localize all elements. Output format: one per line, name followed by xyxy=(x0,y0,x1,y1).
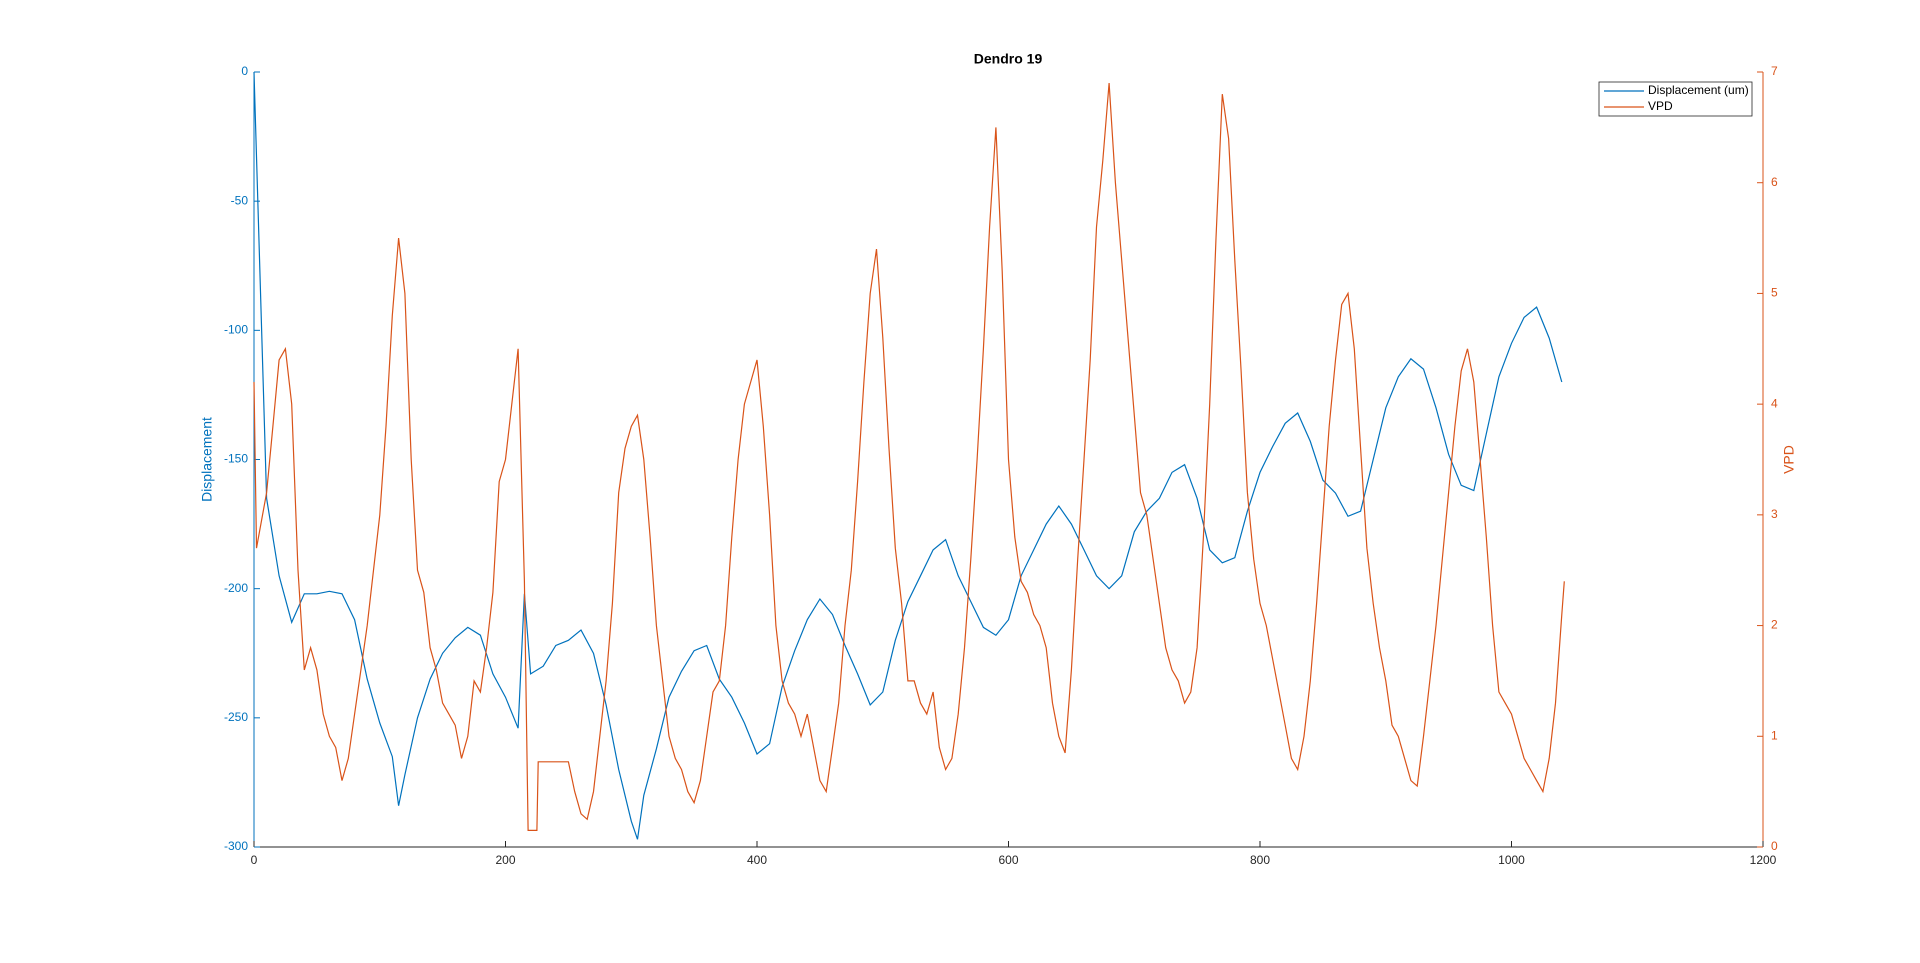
y2-axis-label: VPD xyxy=(1781,445,1797,474)
data-line xyxy=(253,83,1565,831)
y-axis-label: Displacement xyxy=(199,417,215,502)
y-tick-label: -200 xyxy=(224,581,248,595)
x-tick-label: 1200 xyxy=(1750,853,1777,867)
y2-tick-label: 3 xyxy=(1771,507,1778,521)
x-tick-label: 600 xyxy=(998,853,1018,867)
legend-label: VPD xyxy=(1648,99,1673,113)
x-tick-label: 200 xyxy=(495,853,515,867)
legend-label: Displacement (um) xyxy=(1648,83,1749,97)
y-tick-label: -250 xyxy=(224,710,248,724)
y2-tick-label: 6 xyxy=(1771,175,1778,189)
chart-title: Dendro 19 xyxy=(974,51,1043,67)
y2-tick-label: 7 xyxy=(1771,64,1778,78)
y-tick-label: -150 xyxy=(224,452,248,466)
data-line xyxy=(253,71,1563,840)
y2-tick-label: 1 xyxy=(1771,728,1778,742)
y2-tick-label: 4 xyxy=(1771,396,1778,410)
y2-tick-label: 2 xyxy=(1771,618,1778,632)
y2-tick-label: 0 xyxy=(1771,839,1778,853)
y-tick-label: -300 xyxy=(224,839,248,853)
y-tick-label: -100 xyxy=(224,323,248,337)
y2-tick-label: 5 xyxy=(1771,286,1778,300)
x-tick-label: 0 xyxy=(251,853,258,867)
x-tick-label: 400 xyxy=(747,853,767,867)
y-tick-label: -50 xyxy=(231,193,249,207)
legend-box xyxy=(1598,81,1753,117)
x-tick-label: 1000 xyxy=(1498,853,1525,867)
x-tick-label: 800 xyxy=(1250,853,1270,867)
y-tick-label: 0 xyxy=(241,64,248,78)
